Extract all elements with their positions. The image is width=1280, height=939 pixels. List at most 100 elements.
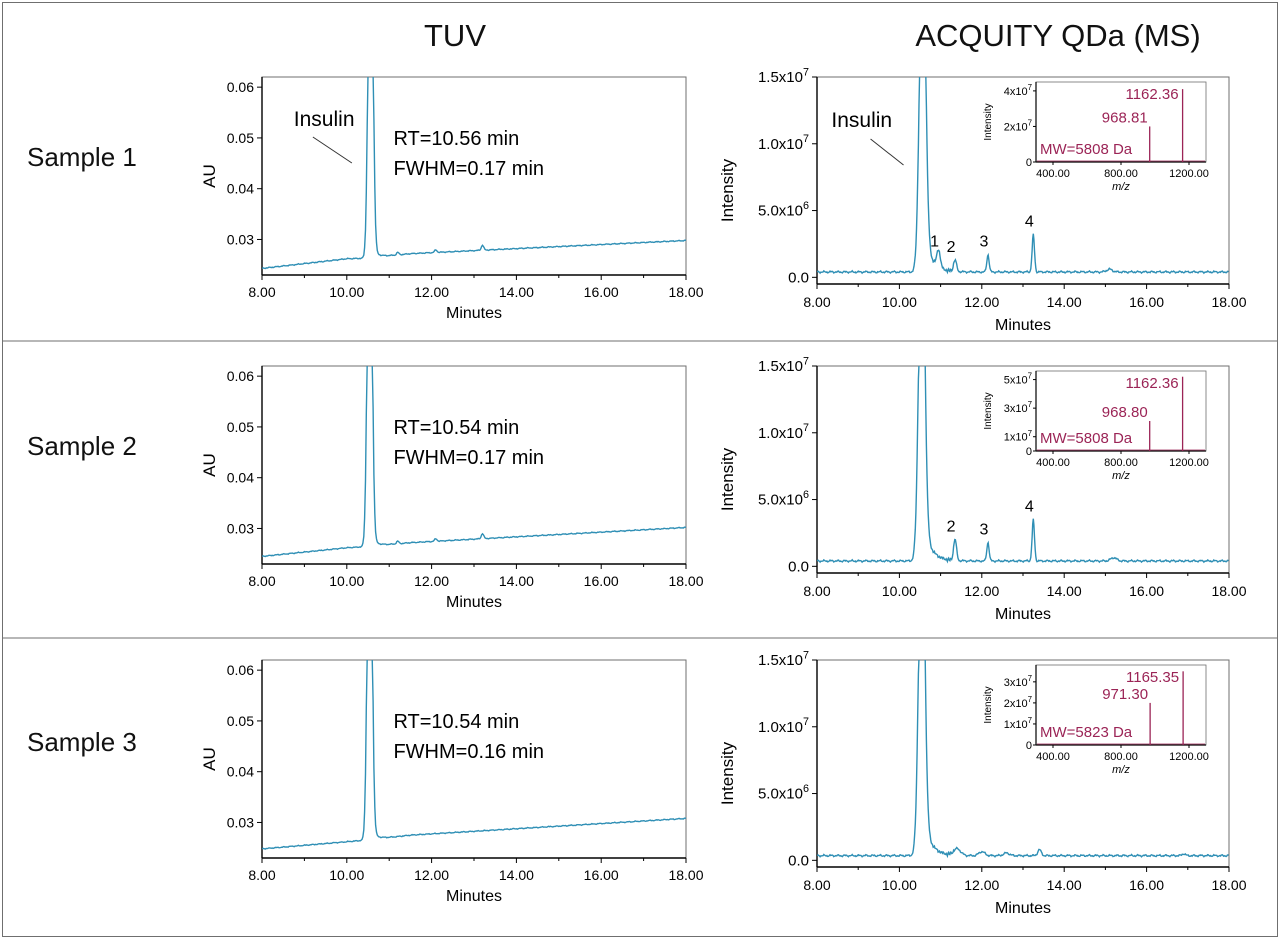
ms-insulin-pointer bbox=[870, 138, 904, 166]
tuv-xtick-label: 14.00 bbox=[499, 867, 534, 883]
tuv-xlabel: Minutes bbox=[446, 594, 502, 611]
inset-peak-label-high: 1165.35 bbox=[1126, 669, 1179, 686]
tuv-ytick-label: 0.04 bbox=[227, 764, 254, 780]
inset-ytick-label: 2x107 bbox=[1004, 118, 1032, 133]
tuv-insulin-label: Insulin bbox=[294, 108, 355, 131]
ms-ytick-label: 0.0 bbox=[788, 558, 809, 575]
ms-xtick-label: 16.00 bbox=[1129, 294, 1164, 310]
inset-xlabel: m/z bbox=[1112, 181, 1130, 193]
ms-ytick-label: 1.5x107 bbox=[758, 66, 809, 86]
ms-peak-label-3: 3 bbox=[980, 234, 989, 251]
inset-xtick-label: 400.00 bbox=[1036, 751, 1070, 763]
ms-xtick-label: 8.00 bbox=[803, 294, 830, 310]
inset-ytick-label: 3x107 bbox=[1004, 674, 1032, 689]
tuv-rt-annotation: RT=10.54 min bbox=[393, 711, 519, 733]
tuv-xtick-label: 10.00 bbox=[329, 284, 364, 300]
ms-ylabel: Intensity bbox=[718, 741, 737, 805]
inset-xtick-label: 800.00 bbox=[1104, 457, 1138, 469]
ms-xtick-label: 10.00 bbox=[882, 583, 917, 599]
inset-xtick-label: 400.00 bbox=[1036, 457, 1070, 469]
tuv-panel-1: 0.03 0.04 0.05 0.06 8.00 10.00 12.00 14.00 16.00… bbox=[200, 76, 704, 322]
tuv-xtick-label: 10.00 bbox=[329, 867, 364, 883]
tuv-ytick-label: 0.04 bbox=[227, 470, 254, 486]
tuv-xtick-label: 16.00 bbox=[584, 867, 619, 883]
ms-xtick-label: 12.00 bbox=[964, 877, 999, 893]
ms-peak-label-4: 4 bbox=[1025, 214, 1034, 231]
ms-xtick-label: 16.00 bbox=[1129, 583, 1164, 599]
tuv-xtick-label: 12.00 bbox=[414, 573, 449, 589]
tuv-rt-annotation: RT=10.54 min bbox=[393, 417, 519, 439]
ms-xtick-label: 10.00 bbox=[882, 294, 917, 310]
ms-xlabel: Minutes bbox=[995, 606, 1051, 623]
inset-ytick-label: 0 bbox=[1026, 157, 1032, 169]
tuv-panel-3: 0.03 0.04 0.05 0.06 8.00 10.00 12.00 14.00 16.00… bbox=[200, 659, 704, 905]
inset-frame bbox=[1035, 664, 1207, 746]
tuv-xtick-label: 14.00 bbox=[499, 573, 534, 589]
inset-frame bbox=[1035, 370, 1207, 452]
ms-ytick-label: 0.0 bbox=[788, 269, 809, 286]
inset-xtick-label: 1200.00 bbox=[1169, 751, 1209, 763]
tuv-fwhm-annotation: FWHM=0.16 min bbox=[393, 741, 544, 763]
ms-xtick-label: 18.00 bbox=[1211, 583, 1246, 599]
ms-xlabel: Minutes bbox=[995, 317, 1051, 334]
ms-panel-3: 0.0 5.0x106 1.0x107 1.5x107 8.00 10.00 12.00 14… bbox=[718, 649, 1247, 917]
ms-inset-2: 0 1x107 3x107 5x107 400.00 800.00 1200.00 Inten… bbox=[983, 370, 1209, 482]
inset-peak-label-low: 971.30 bbox=[1102, 686, 1148, 703]
inset-peak-label-low: 968.80 bbox=[1102, 404, 1148, 421]
ms-header: ACQUITY QDa (MS) bbox=[915, 18, 1200, 53]
tuv-fwhm-annotation: FWHM=0.17 min bbox=[393, 158, 544, 180]
tuv-ytick-label: 0.06 bbox=[227, 662, 254, 678]
inset-xtick-label: 400.00 bbox=[1036, 168, 1070, 180]
ms-xtick-label: 8.00 bbox=[803, 583, 830, 599]
ms-ytick-label: 1.5x107 bbox=[758, 649, 809, 669]
inset-ytick-label: 1x107 bbox=[1004, 429, 1032, 444]
ms-ylabel: Intensity bbox=[718, 158, 737, 222]
ms-xtick-label: 14.00 bbox=[1047, 583, 1082, 599]
ms-trace-1 bbox=[817, 77, 1229, 275]
tuv-fwhm-annotation: FWHM=0.17 min bbox=[393, 447, 544, 469]
ms-ytick-label: 1.0x107 bbox=[758, 133, 809, 153]
tuv-insulin-pointer bbox=[312, 136, 353, 164]
ms-peak-label-1: 1 bbox=[930, 234, 939, 251]
tuv-ylabel: AU bbox=[200, 747, 219, 771]
ms-xtick-label: 8.00 bbox=[803, 877, 830, 893]
tuv-ytick-label: 0.06 bbox=[227, 79, 254, 95]
inset-peak-label-high: 1162.36 bbox=[1125, 375, 1178, 392]
ms-ytick-label: 1.0x107 bbox=[758, 716, 809, 736]
ms-xtick-label: 18.00 bbox=[1211, 294, 1246, 310]
inset-peak-label-high: 1162.36 bbox=[1125, 86, 1178, 103]
inset-ylabel: Intensity bbox=[983, 686, 994, 723]
inset-ylabel: Intensity bbox=[983, 103, 994, 140]
inset-ytick-label: 1x107 bbox=[1004, 716, 1032, 731]
tuv-ylabel: AU bbox=[200, 164, 219, 188]
ms-peak-label-2: 2 bbox=[947, 519, 956, 536]
tuv-ytick-label: 0.05 bbox=[227, 130, 254, 146]
ms-xtick-label: 12.00 bbox=[964, 583, 999, 599]
tuv-xtick-label: 8.00 bbox=[248, 867, 275, 883]
tuv-xtick-label: 18.00 bbox=[668, 573, 703, 589]
ms-peak-label-4: 4 bbox=[1025, 499, 1034, 516]
tuv-xtick-label: 8.00 bbox=[248, 573, 275, 589]
ms-ylabel: Intensity bbox=[718, 447, 737, 511]
tuv-xtick-label: 18.00 bbox=[668, 284, 703, 300]
ms-xtick-label: 14.00 bbox=[1047, 877, 1082, 893]
tuv-ylabel: AU bbox=[200, 453, 219, 477]
ms-trace-3 bbox=[817, 660, 1229, 859]
tuv-xtick-label: 12.00 bbox=[414, 867, 449, 883]
ms-peak-label-2: 2 bbox=[947, 239, 956, 256]
inset-xtick-label: 1200.00 bbox=[1169, 457, 1209, 469]
ms-ytick-label: 1.0x107 bbox=[758, 422, 809, 442]
sample-label-2: Sample 2 bbox=[27, 431, 137, 461]
tuv-ytick-label: 0.06 bbox=[227, 368, 254, 384]
ms-trace-2 bbox=[817, 366, 1229, 564]
tuv-xlabel: Minutes bbox=[446, 305, 502, 322]
inset-mw-label: MW=5823 Da bbox=[1040, 724, 1133, 741]
inset-xtick-label: 1200.00 bbox=[1169, 168, 1209, 180]
ms-ytick-label: 5.0x106 bbox=[758, 489, 809, 509]
tuv-trace-3 bbox=[262, 660, 686, 850]
tuv-xtick-label: 18.00 bbox=[668, 867, 703, 883]
tuv-trace-2 bbox=[262, 366, 686, 558]
tuv-ytick-label: 0.03 bbox=[227, 231, 254, 247]
